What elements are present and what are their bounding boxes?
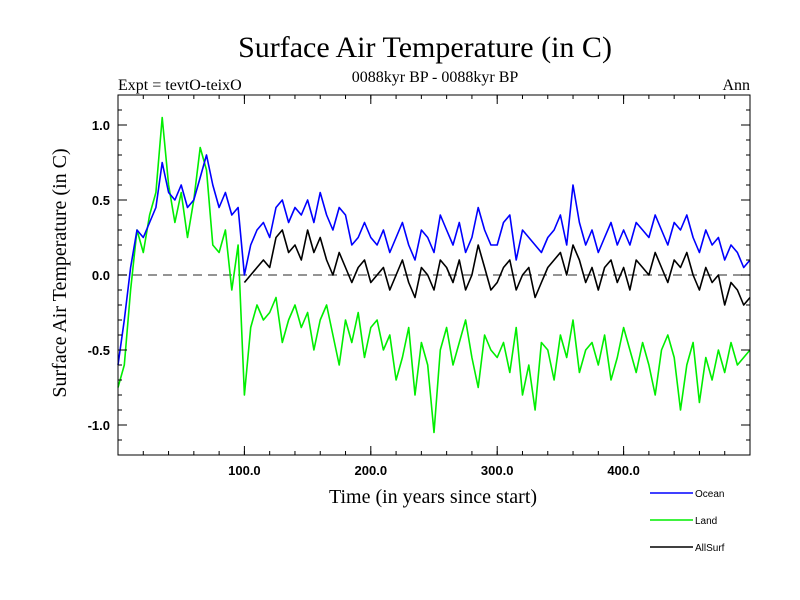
x-tick-label: 100.0 <box>228 463 261 478</box>
series-line-allsurf <box>243 229 751 306</box>
expt-label: Expt = tevtO-teixO <box>118 77 242 94</box>
y-tick-label: 0.5 <box>92 193 110 208</box>
chart-subtitle: 0088kyr BP - 0088kyr BP <box>352 69 519 86</box>
legend: Ocean Land AllSurf <box>650 489 725 554</box>
chart-title: Surface Air Temperature (in C) <box>238 31 612 64</box>
period-label: Ann <box>722 77 750 94</box>
x-tick-label: 200.0 <box>355 463 388 478</box>
legend-label-allsurf: AllSurf <box>695 543 725 554</box>
series-line-ocean <box>117 154 751 366</box>
x-tick-label: 400.0 <box>607 463 640 478</box>
series-line-land <box>117 116 751 434</box>
x-axis-label: Time (in years since start) <box>329 486 537 508</box>
y-tick-label: -1.0 <box>88 418 110 433</box>
y-tick-label: -0.5 <box>88 343 110 358</box>
legend-label-ocean: Ocean <box>695 489 724 500</box>
y-tick-label: 0.0 <box>92 268 110 283</box>
y-axis-label: Surface Air Temperature (in C) <box>49 148 71 397</box>
y-tick-label: 1.0 <box>92 118 110 133</box>
plot-area: 100.0 200.0 300.0 400.0 -1.0 -0.5 0.0 0.5 1.0 <box>88 94 751 478</box>
legend-label-land: Land <box>695 516 717 527</box>
x-tick-label: 300.0 <box>481 463 514 478</box>
